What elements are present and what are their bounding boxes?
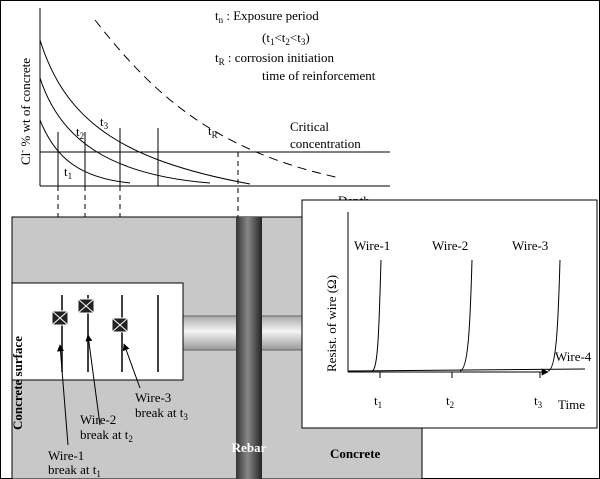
rebar <box>236 217 262 479</box>
inset-tick: t2 <box>446 393 454 410</box>
legend: time of reinforcement <box>262 68 376 83</box>
inset-wire: Wire-4 <box>555 349 592 364</box>
wire-note: Wire-3 <box>135 390 171 405</box>
y-label: Cl- % wt of concrete <box>17 58 33 165</box>
critical-label: concentration <box>290 136 361 151</box>
critical-label: Critical <box>290 119 329 134</box>
rebar-label: Rebar <box>232 440 267 455</box>
wire-note: Wire-1 <box>48 448 84 463</box>
concrete-label: Concrete <box>330 446 381 461</box>
inset-wire: Wire-2 <box>432 238 468 253</box>
inset-wire: Wire-1 <box>354 238 390 253</box>
inset-y-label: Resist. of wire (Ω) <box>324 275 339 372</box>
wire-box <box>11 282 184 381</box>
legend: tR : corrosion initiation <box>215 50 335 67</box>
inset <box>301 199 598 429</box>
break-markers <box>51 298 129 333</box>
curve-label: t3 <box>100 114 109 131</box>
legend: (t1<t2<t3) <box>262 30 310 47</box>
curve-label: t1 <box>64 164 72 181</box>
curve-label: tR <box>208 123 218 140</box>
wire-note: break at t1 <box>48 462 101 479</box>
inset-tick: t1 <box>374 393 382 410</box>
inset-tick: t3 <box>534 393 543 410</box>
wire-note: break at t3 <box>135 405 188 422</box>
legend: tn : Exposure period <box>215 8 319 25</box>
wire-note: break at t2 <box>80 427 133 444</box>
surface-label: Concrete surface <box>10 336 25 430</box>
wire-note: Wire-2 <box>80 412 116 427</box>
inset-x-label: Time <box>558 397 585 412</box>
inset-plot <box>347 212 586 378</box>
curve-label: t2 <box>76 124 84 141</box>
arrows <box>57 334 141 446</box>
inset-wire: Wire-3 <box>512 238 548 253</box>
